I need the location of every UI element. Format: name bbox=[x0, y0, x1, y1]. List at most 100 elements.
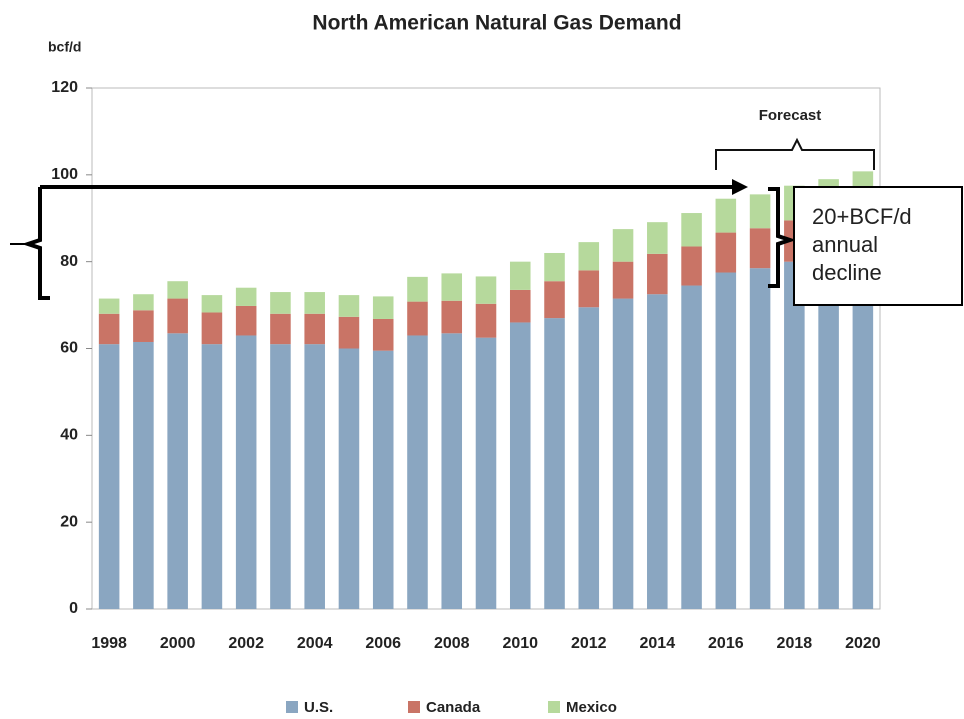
bar-segment bbox=[304, 344, 325, 609]
bar-segment bbox=[612, 261, 634, 299]
x-tick-label: 2010 bbox=[502, 635, 538, 652]
annotation-line: annual bbox=[812, 232, 878, 257]
bar-segment bbox=[475, 337, 497, 609]
bar-segment bbox=[372, 296, 394, 319]
legend-swatch bbox=[408, 701, 420, 713]
bar-segment bbox=[749, 268, 771, 609]
x-tick-label: 2004 bbox=[297, 635, 333, 652]
annotation-box bbox=[793, 186, 963, 306]
bar-segment bbox=[167, 333, 188, 609]
bars bbox=[98, 171, 874, 609]
bar-segment bbox=[338, 295, 360, 317]
left-brace bbox=[21, 187, 50, 300]
x-tick-label: 2008 bbox=[434, 635, 470, 652]
annotation-line: decline bbox=[812, 260, 882, 285]
bar-segment bbox=[167, 281, 188, 299]
bar-segment bbox=[201, 344, 223, 609]
bar-segment bbox=[647, 253, 668, 295]
y-axis-label: bcf/d bbox=[48, 39, 81, 55]
bar-segment bbox=[715, 272, 737, 609]
bar-segment bbox=[681, 285, 702, 609]
bar-segment bbox=[407, 276, 428, 302]
bar-segment bbox=[235, 335, 257, 609]
forecast-bracket bbox=[715, 137, 875, 170]
bar-segment bbox=[98, 344, 120, 609]
bar-segment bbox=[612, 298, 634, 609]
legend-label: U.S. bbox=[304, 699, 333, 716]
annotation-line: 20+BCF/d bbox=[812, 204, 912, 229]
x-tick-label: 2018 bbox=[777, 635, 813, 652]
bar-segment bbox=[167, 298, 188, 334]
bar-segment bbox=[201, 312, 223, 345]
bar-segment bbox=[544, 318, 565, 609]
y-tick-label: 100 bbox=[51, 166, 78, 183]
bar-segment bbox=[749, 194, 771, 229]
bar-segment bbox=[98, 298, 120, 314]
y-tick-label: 80 bbox=[60, 253, 78, 270]
bar-segment bbox=[647, 222, 668, 254]
bar-segment bbox=[441, 273, 463, 301]
bar-segment bbox=[372, 318, 394, 351]
bar-segment bbox=[304, 313, 325, 345]
bar-segment bbox=[338, 348, 360, 609]
y-tick-label: 120 bbox=[51, 79, 78, 96]
legend-label: Mexico bbox=[566, 699, 617, 716]
bar-segment bbox=[681, 213, 702, 247]
bar-segment bbox=[852, 252, 874, 609]
bar-segment bbox=[338, 316, 360, 349]
bar-segment bbox=[818, 257, 839, 609]
x-tick-label: 2000 bbox=[160, 635, 196, 652]
bar-segment bbox=[784, 261, 805, 609]
x-tick-label: 2020 bbox=[845, 635, 881, 652]
bar-segment bbox=[715, 198, 737, 233]
bar-segment bbox=[578, 242, 600, 271]
legend-label: Canada bbox=[426, 699, 481, 716]
bar-segment bbox=[544, 252, 565, 282]
bar-segment bbox=[270, 313, 291, 345]
bar-segment bbox=[441, 300, 463, 334]
bar-segment bbox=[715, 232, 737, 273]
bar-segment bbox=[133, 310, 154, 342]
bar-segment bbox=[133, 341, 154, 609]
bar-segment bbox=[544, 281, 565, 319]
bar-segment bbox=[201, 295, 223, 313]
bar-segment bbox=[407, 335, 428, 609]
bar-segment bbox=[235, 305, 257, 336]
bar-segment bbox=[475, 276, 497, 304]
x-tick-label: 2002 bbox=[228, 635, 264, 652]
bar-segment bbox=[475, 303, 497, 338]
y-tick-label: 60 bbox=[60, 340, 78, 357]
bar-segment bbox=[612, 229, 634, 262]
bar-segment bbox=[98, 313, 120, 345]
bar-segment bbox=[372, 350, 394, 609]
bar-segment bbox=[407, 301, 428, 336]
bar-segment bbox=[235, 287, 257, 306]
bar-segment bbox=[441, 333, 463, 609]
forecast-label: Forecast bbox=[759, 107, 822, 124]
x-tick-label: 2016 bbox=[708, 635, 744, 652]
x-tick-label: 2006 bbox=[365, 635, 401, 652]
right-brace bbox=[768, 187, 797, 288]
bar-segment bbox=[647, 294, 668, 609]
bar-segment bbox=[578, 307, 600, 609]
bar-segment bbox=[578, 270, 600, 308]
bar-segment bbox=[749, 228, 771, 269]
bar-segment bbox=[270, 344, 291, 609]
bar-segment bbox=[509, 289, 531, 323]
y-tick-label: 40 bbox=[60, 427, 78, 444]
arrow-head bbox=[732, 179, 748, 195]
y-tick-label: 20 bbox=[60, 513, 78, 530]
bar-segment bbox=[681, 246, 702, 286]
bar-segment bbox=[133, 294, 154, 311]
x-tick-label: 2012 bbox=[571, 635, 607, 652]
bar-segment bbox=[509, 322, 531, 609]
legend: U.S. Canada Mexico bbox=[286, 699, 617, 716]
annotation-text: 20+BCF/d annual decline bbox=[812, 204, 912, 285]
x-tick-label: 2014 bbox=[640, 635, 676, 652]
bar-segment bbox=[304, 292, 325, 314]
bar-segment bbox=[270, 292, 291, 314]
chart-title: North American Natural Gas Demand bbox=[312, 12, 681, 35]
bar-segment bbox=[509, 261, 531, 290]
x-tick-label: 1998 bbox=[91, 635, 127, 652]
